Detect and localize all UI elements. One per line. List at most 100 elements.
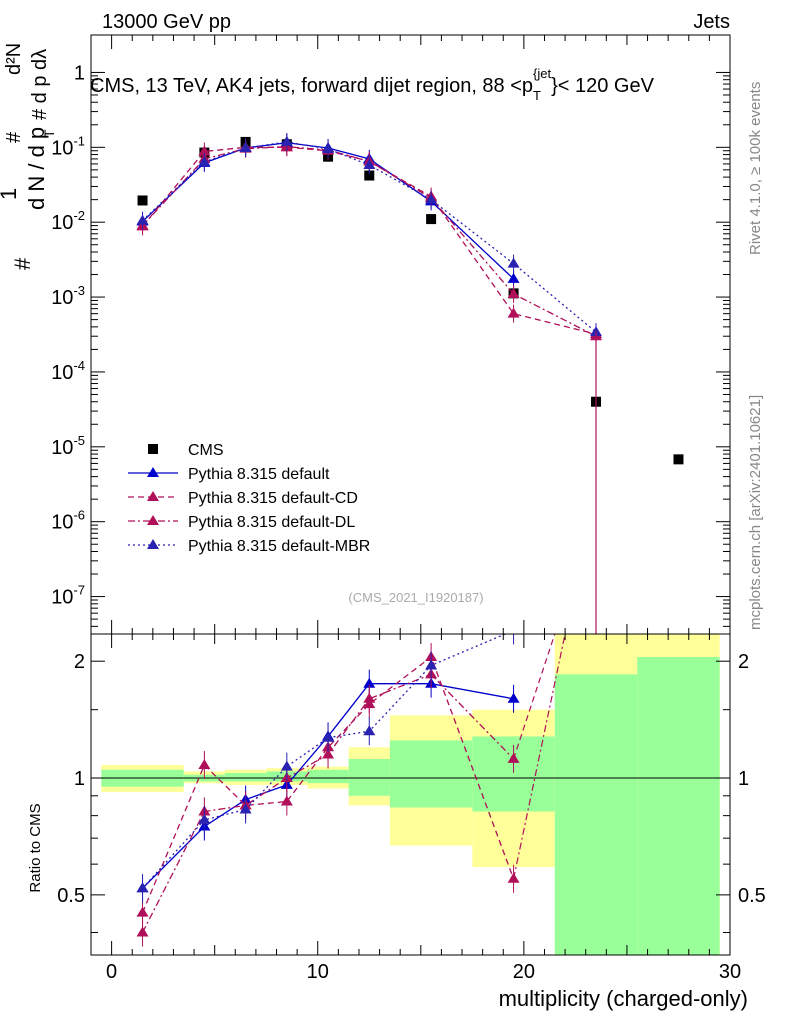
ratio-point [507, 634, 520, 635]
main-frame [90, 34, 731, 635]
ratio-clip-group [136, 634, 566, 947]
series-point [363, 159, 376, 170]
header-process: 13000 GeV pp [102, 11, 231, 33]
y-tick-label: 10-1 [51, 133, 85, 159]
y-label-hash: # [10, 257, 35, 270]
y-tick-label: 10-2 [51, 208, 85, 234]
y-tick-label: 10-3 [51, 283, 85, 309]
y-tick-label: 10-6 [51, 508, 85, 534]
band-green-bin [637, 657, 720, 955]
svg-text:#: # [10, 257, 35, 270]
legend-entry: Pythia 8.315 default-DL [188, 514, 355, 531]
series-point [322, 142, 335, 153]
ratio-y-label: Ratio to CMS [27, 803, 44, 892]
ratio-point [136, 906, 149, 917]
ratio-series-line [141, 673, 515, 933]
ratio-series-line [512, 634, 566, 879]
header-category: Jets [693, 11, 730, 33]
series-point [507, 272, 520, 283]
band-green-bin [348, 758, 390, 796]
legend-marker [147, 491, 159, 501]
ratio-point [425, 659, 438, 670]
band-green-bin [389, 740, 473, 808]
cms-data-point [364, 170, 375, 181]
y-label-num-hash: # [3, 131, 25, 143]
ratio-y-tick-label: 1 [74, 768, 85, 790]
legend-cms-marker [148, 444, 158, 454]
ratio-series-line [142, 634, 507, 889]
ratio-series-line [512, 634, 556, 760]
main-panel-marks [136, 132, 684, 634]
ratio-point [280, 760, 293, 771]
ratio-series-line [141, 655, 515, 913]
series-point [507, 257, 520, 268]
y-label-one: 1 [0, 188, 21, 200]
ratio-point [198, 759, 211, 770]
y-tick-label: 10-4 [51, 358, 85, 384]
mcplots-label: mcplots.cern.ch [arXiv:2401.10621] [747, 395, 764, 630]
legend-marker [147, 467, 159, 477]
legend-entry: Pythia 8.315 default-CD [188, 490, 358, 507]
band-green-bin [224, 773, 267, 782]
y-label-sub-t: T [41, 129, 57, 138]
ratio-point [322, 731, 335, 742]
ratio-point [198, 813, 211, 824]
cms-data-point [673, 454, 684, 465]
band-green-bin [554, 674, 638, 955]
ratio-panel-marks [136, 634, 566, 947]
legend-entry: Pythia 8.315 default-MBR [188, 538, 370, 555]
ratio-point [239, 803, 252, 814]
cms-data-point [137, 195, 148, 206]
series-point [425, 193, 438, 204]
main-clip-group [136, 132, 684, 634]
y-tick-label: 1 [74, 62, 85, 84]
ratio-series-line [142, 683, 514, 889]
legend-marker [147, 515, 159, 525]
ratio-point [363, 677, 376, 688]
x-tick-label: 10 [307, 961, 329, 983]
y-axis-label: # d N / d p 1 T d²N # # d p dλ [0, 43, 57, 270]
legend: CMS Pythia 8.315 default Pythia 8.315 defa… [128, 442, 370, 555]
x-axis-label: multiplicity (charged-only) [499, 986, 748, 1011]
x-tick-label: 30 [719, 961, 741, 983]
y-label-den: d N / d p [24, 127, 49, 210]
series-point [239, 141, 252, 152]
series-point [507, 287, 520, 298]
ratio-point [363, 725, 376, 736]
ratio-point [363, 692, 376, 703]
ratio-point [136, 926, 149, 937]
ratio-point [507, 692, 520, 703]
y-tick-label: 10-7 [51, 583, 85, 609]
series-point [507, 307, 520, 318]
legend-entry: CMS [188, 442, 224, 459]
chart-title: CMS, 13 TeV, AK4 jets, forward dijet reg… [90, 66, 655, 103]
y-tick-label: 10-5 [51, 433, 85, 459]
y-label-d2n: d²N [3, 43, 25, 75]
rivet-label: Rivet 4.1.0, ≥ 100k events [747, 82, 764, 255]
ratio-frame [90, 633, 731, 956]
analysis-watermark: (CMS_2021_I1920187) [348, 590, 483, 605]
ratio-y-tick-label: 0.5 [57, 885, 85, 907]
ratio-y-tick-label-right: 1 [738, 768, 749, 790]
series-line [142, 142, 515, 280]
band-green-bin [307, 769, 349, 784]
ratio-point [322, 748, 335, 759]
ratio-y-tick-label-right: 0.5 [738, 885, 766, 907]
ratio-uncertainty-bands [91, 634, 730, 955]
ratio-point [136, 882, 149, 893]
series-line [142, 141, 597, 333]
series-point [280, 135, 293, 146]
ratio-y-tick-label-right: 2 [738, 651, 749, 673]
series-point [198, 155, 211, 166]
cms-data-point [426, 214, 437, 225]
legend-marker [147, 539, 159, 549]
ratio-point [280, 795, 293, 806]
x-tick-label: 20 [513, 961, 535, 983]
legend-entry: Pythia 8.315 default [188, 466, 330, 483]
ratio-y-tick-label: 2 [74, 651, 85, 673]
axes: 1 10-1 10-2 10-3 10-4 10-5 10-6 10-7 0 10 20 30 0.5 0… [51, 34, 766, 983]
series-point [136, 214, 149, 225]
y-label-dpt-dl: # d p dλ [29, 49, 51, 120]
series-point [590, 326, 603, 337]
x-tick-label: 0 [106, 961, 117, 983]
